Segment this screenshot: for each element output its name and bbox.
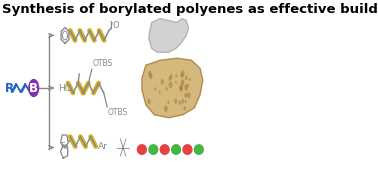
Circle shape: [181, 99, 184, 104]
Text: R: R: [5, 82, 14, 95]
Circle shape: [181, 70, 184, 77]
Ellipse shape: [171, 144, 181, 155]
Circle shape: [147, 99, 151, 104]
Circle shape: [189, 78, 191, 81]
Circle shape: [184, 106, 186, 111]
Text: O: O: [112, 20, 119, 30]
Circle shape: [175, 74, 177, 77]
Circle shape: [161, 79, 164, 85]
Ellipse shape: [148, 144, 158, 155]
Circle shape: [167, 101, 169, 104]
Text: OTBS: OTBS: [108, 108, 128, 117]
Circle shape: [184, 93, 187, 98]
Circle shape: [187, 92, 191, 98]
Text: HO: HO: [58, 83, 72, 93]
Circle shape: [185, 75, 188, 80]
Circle shape: [178, 100, 181, 105]
Circle shape: [184, 84, 188, 91]
Circle shape: [179, 84, 183, 91]
Circle shape: [164, 105, 168, 112]
Circle shape: [186, 83, 189, 88]
Circle shape: [181, 74, 183, 78]
Circle shape: [159, 91, 161, 94]
Circle shape: [184, 100, 187, 103]
Circle shape: [170, 74, 172, 79]
Text: B: B: [29, 82, 38, 95]
Polygon shape: [149, 19, 189, 52]
Text: OTBS: OTBS: [92, 59, 113, 68]
Ellipse shape: [182, 144, 192, 155]
Circle shape: [29, 80, 39, 96]
Circle shape: [154, 87, 156, 91]
Circle shape: [166, 87, 168, 91]
Circle shape: [175, 81, 177, 84]
Ellipse shape: [137, 144, 147, 155]
Ellipse shape: [194, 144, 204, 155]
Circle shape: [148, 71, 152, 77]
Text: Synthesis of borylated polyenes as effective building blocks: Synthesis of borylated polyenes as effec…: [2, 3, 378, 16]
Circle shape: [169, 76, 171, 81]
Text: Ar: Ar: [98, 142, 107, 151]
Circle shape: [181, 79, 184, 86]
Circle shape: [180, 86, 183, 91]
Ellipse shape: [160, 144, 170, 155]
Circle shape: [169, 82, 172, 88]
Circle shape: [174, 98, 177, 104]
Text: Fe: Fe: [60, 142, 69, 151]
Circle shape: [149, 74, 152, 79]
Polygon shape: [142, 58, 203, 118]
